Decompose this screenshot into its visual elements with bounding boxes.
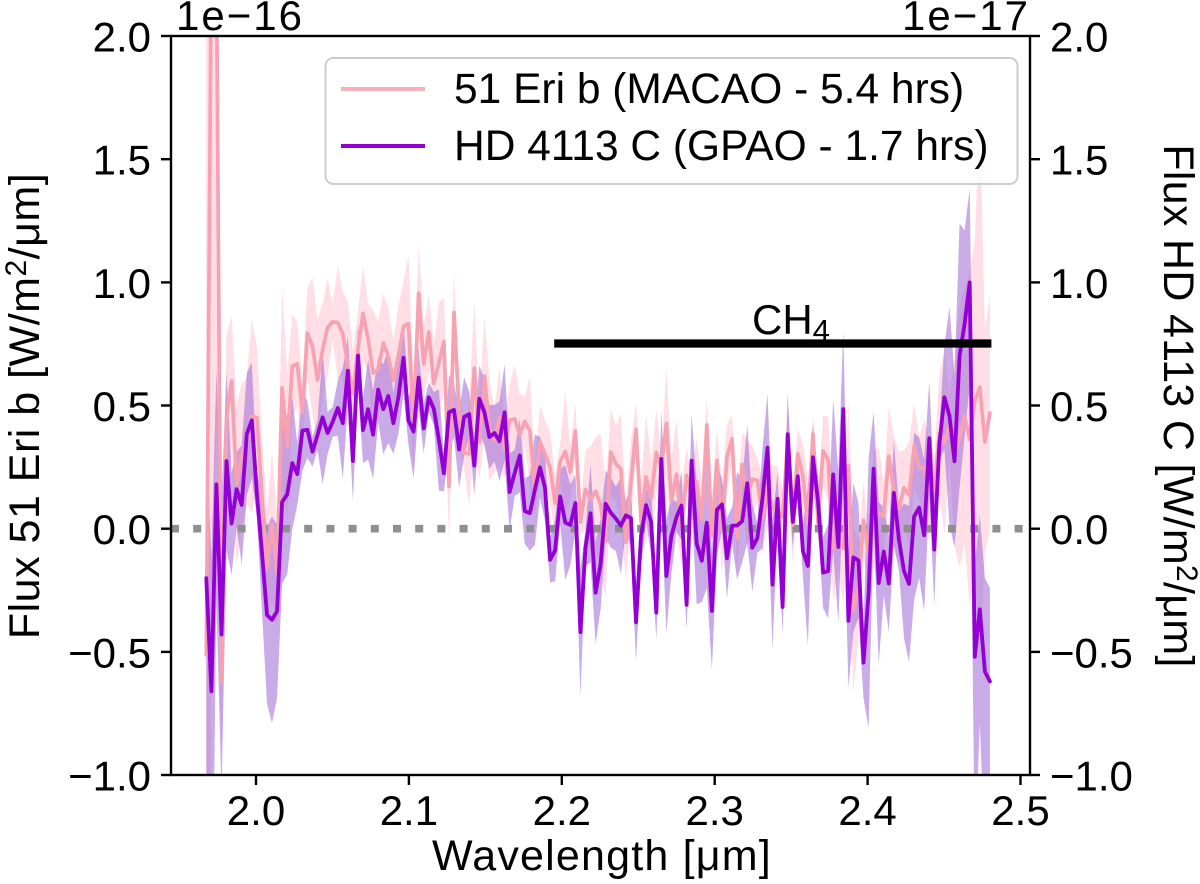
svg-text:2.0: 2.0 xyxy=(1050,14,1108,61)
svg-text:1.0: 1.0 xyxy=(93,260,151,307)
svg-text:CH4: CH4 xyxy=(752,296,830,348)
svg-text:Flux 51 Eri b [W/m2/μm]: Flux 51 Eri b [W/m2/μm] xyxy=(0,173,49,639)
svg-text:−1.0: −1.0 xyxy=(1050,753,1133,800)
svg-text:0.0: 0.0 xyxy=(93,506,151,553)
svg-text:−1.0: −1.0 xyxy=(68,753,151,800)
svg-text:51 Eri b (MACAO - 5.4 hrs): 51 Eri b (MACAO - 5.4 hrs) xyxy=(454,66,964,113)
svg-text:Wavelength [μm]: Wavelength [μm] xyxy=(432,832,772,880)
svg-text:−0.5: −0.5 xyxy=(68,629,151,676)
svg-text:1e−17: 1e−17 xyxy=(902,0,1030,39)
svg-text:0.5: 0.5 xyxy=(93,383,151,430)
svg-text:2.2: 2.2 xyxy=(533,787,591,834)
svg-text:1.5: 1.5 xyxy=(1050,137,1108,184)
svg-text:HD 4113 C (GPAO - 1.7 hrs): HD 4113 C (GPAO - 1.7 hrs) xyxy=(454,123,989,170)
svg-text:2.0: 2.0 xyxy=(227,787,285,834)
svg-text:−0.5: −0.5 xyxy=(1050,629,1133,676)
svg-text:2.3: 2.3 xyxy=(686,787,744,834)
svg-text:Flux HD 4113 C [W/m2/μm]: Flux HD 4113 C [W/m2/μm] xyxy=(1154,144,1200,667)
svg-text:1e−16: 1e−16 xyxy=(176,0,304,39)
svg-text:0.5: 0.5 xyxy=(1050,383,1108,430)
svg-text:2.4: 2.4 xyxy=(838,787,896,834)
svg-text:2.0: 2.0 xyxy=(93,14,151,61)
svg-text:2.1: 2.1 xyxy=(380,787,438,834)
svg-text:1.5: 1.5 xyxy=(93,137,151,184)
svg-text:0.0: 0.0 xyxy=(1050,506,1108,553)
svg-text:1.0: 1.0 xyxy=(1050,260,1108,307)
svg-text:2.5: 2.5 xyxy=(991,787,1049,834)
